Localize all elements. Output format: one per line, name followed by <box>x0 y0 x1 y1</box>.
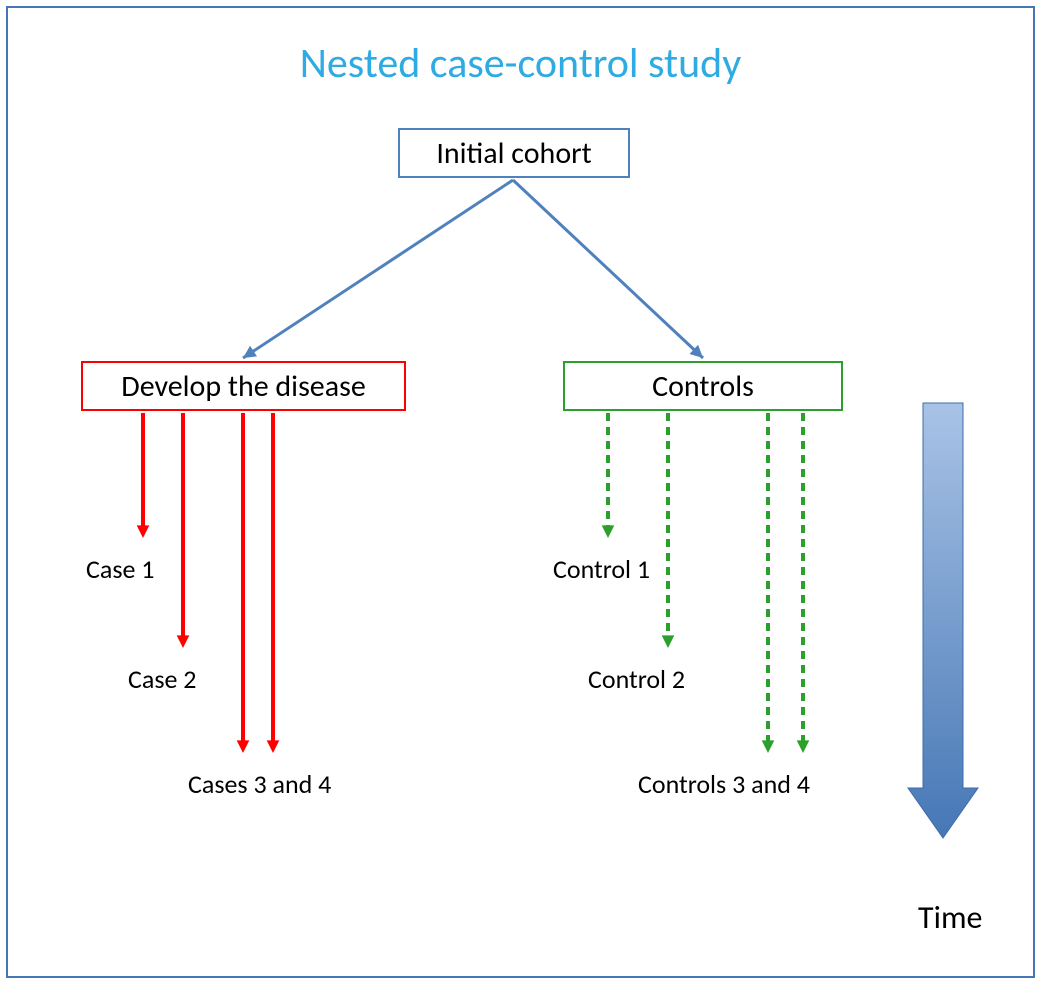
controls-box-label: Controls <box>652 368 754 405</box>
control-label-1: Control 1 <box>553 553 650 585</box>
time-arrow-icon <box>908 403 978 838</box>
develop-disease-label: Develop the disease <box>121 368 366 405</box>
controls-box: Controls <box>563 361 843 411</box>
time-axis-label: Time <box>918 898 982 937</box>
diagram-frame: Nested case-control study Initial cohort… <box>6 6 1035 978</box>
case-label-4: Cases 3 and 4 <box>188 768 331 800</box>
diagram-title: Nested case-control study <box>8 38 1033 89</box>
initial-cohort-label: Initial cohort <box>436 135 591 172</box>
initial-cohort-box: Initial cohort <box>398 128 630 178</box>
case-label-1: Case 1 <box>86 553 154 585</box>
develop-disease-box: Develop the disease <box>81 361 406 411</box>
case-label-2: Case 2 <box>128 663 196 695</box>
control-label-2: Control 2 <box>588 663 685 695</box>
control-label-4: Controls 3 and 4 <box>638 768 810 800</box>
